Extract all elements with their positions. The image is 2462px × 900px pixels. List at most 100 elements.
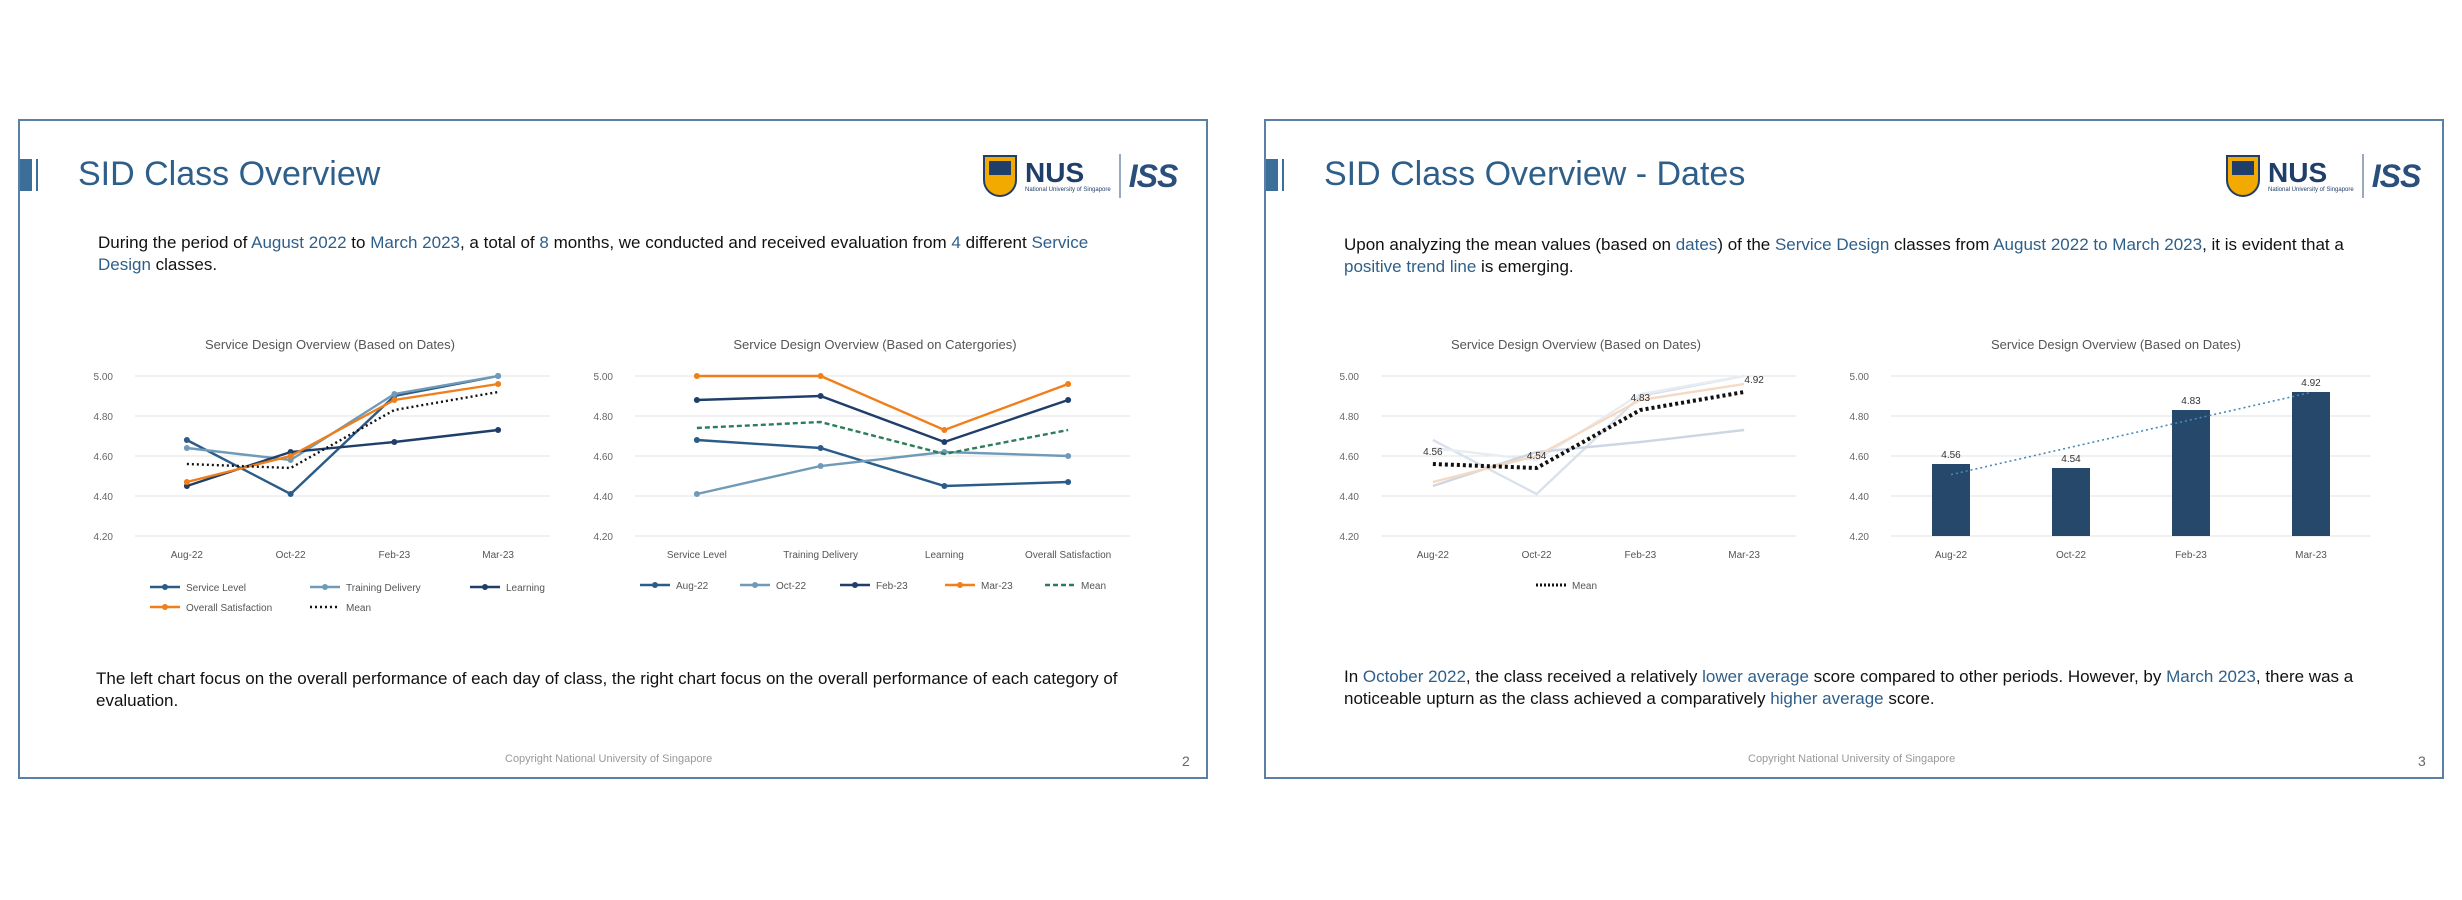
legend-marker [652,582,658,588]
y-tick-label: 5.00 [1340,372,1360,383]
x-tick-label: Oct-22 [2056,550,2086,561]
bar [1932,464,1970,536]
title-accent-bar [20,159,38,191]
series-line-feb-23 [696,394,1069,444]
nus-iss-logo: NUS National University of Singapore ISS [2226,151,2422,201]
data-point [693,491,700,497]
data-point [495,373,502,379]
data-label: 4.56 [1423,447,1443,458]
bar-value-label: 4.92 [2301,378,2321,389]
series-line-mar-23 [696,374,1069,432]
y-tick-label: 4.20 [1850,532,1870,543]
y-tick-label: 4.60 [594,452,614,463]
chart-title: Service Design Overview (Based on Dates) [205,337,455,352]
nus-logo-subtext: National University of Singapore [2268,187,2354,193]
legend-label: Overall Satisfaction [186,603,272,614]
y-tick-label: 4.80 [1340,412,1360,423]
legend-label: Mar-23 [981,581,1013,592]
intro-paragraph: During the period of August 2022 to Marc… [98,233,1089,274]
data-point [941,439,948,445]
data-point [391,439,398,445]
x-tick-label: Aug-22 [171,550,204,561]
legend-marker [482,584,488,590]
bar-value-label: 4.56 [1941,450,1961,461]
x-tick-label: Feb-23 [1625,550,1657,561]
data-point [1065,397,1072,403]
bottom-paragraph: The left chart focus on the overall perf… [96,669,1118,710]
y-tick-label: 5.00 [94,372,114,383]
legend-label: Training Delivery [346,583,421,594]
data-label: 4.92 [1744,375,1764,386]
series-line-mean [1432,390,1745,471]
chart-title: Service Design Overview (Based on Dates) [1991,337,2241,352]
y-tick-label: 4.40 [594,492,614,503]
legend-label: Aug-22 [676,581,709,592]
trendline [1950,391,2312,476]
data-point [495,427,502,433]
series-line-oct-22 [696,450,1069,496]
y-tick-label: 4.40 [1340,492,1360,503]
x-tick-label: Learning [925,550,964,561]
data-point [287,453,294,459]
slide-title: SID Class Overview [78,155,381,193]
nus-logo-text: NUS [2268,157,2328,188]
x-tick-label: Service Level [667,550,727,561]
series-line-mean [186,390,499,470]
slide-overview: SID Class Overview NUS National Universi… [18,119,1208,779]
data-point [693,397,700,403]
x-tick-label: Oct-22 [1522,550,1552,561]
series-line-overall-satisfaction [186,382,499,484]
y-tick-label: 4.80 [94,412,114,423]
x-tick-label: Training Delivery [783,550,858,561]
bar-value-label: 4.54 [2061,454,2081,465]
legend-marker [852,582,858,588]
x-tick-label: Mar-23 [2295,550,2327,561]
nus-iss-logo: NUS National University of Singapore ISS [983,151,1179,201]
data-point [817,463,824,469]
y-tick-label: 4.80 [1850,412,1870,423]
y-tick-label: 5.00 [594,372,614,383]
data-point [183,437,190,443]
y-tick-label: 4.20 [594,532,614,543]
legend-marker [957,582,963,588]
y-tick-label: 4.60 [94,452,114,463]
slide-overview-dates: SID Class Overview - Dates NUS National … [1264,119,2444,779]
iss-logo-text: ISS [1128,157,1179,194]
data-point [941,427,948,433]
series-line-overall-satisfaction [1432,382,1745,484]
legend-label: Mean [1081,581,1106,592]
title-accent-bar [1266,159,1284,191]
nus-crest-icon [2226,155,2260,197]
data-point [495,381,502,387]
legend-label: Feb-23 [876,581,908,592]
series-line-mean [696,420,1069,456]
legend-marker [322,584,328,590]
x-tick-label: Mar-23 [1728,550,1760,561]
x-tick-label: Mar-23 [482,550,514,561]
data-point [391,391,398,397]
bar [2052,468,2090,536]
data-point [391,397,398,403]
legend-label: Mean [346,603,371,614]
data-point [693,373,700,379]
data-point [941,483,948,489]
x-tick-label: Overall Satisfaction [1025,550,1111,561]
chart-dates-overview: Service Design Overview (Based on Dates)… [94,337,550,614]
legend-label: Oct-22 [776,581,806,592]
data-point [1065,381,1072,387]
y-tick-label: 4.20 [94,532,114,543]
nus-logo-text: NUS [1025,157,1085,188]
page-number: 2 [1182,753,1190,769]
logo-divider [2361,154,2364,198]
chart-categories-overview: Service Design Overview (Based on Caterg… [594,337,1130,592]
x-tick-label: Aug-22 [1417,550,1450,561]
data-point [817,445,824,451]
series-line-aug-22 [696,438,1069,488]
y-tick-label: 4.20 [1340,532,1360,543]
x-tick-label: Feb-23 [2175,550,2207,561]
y-tick-label: 4.60 [1850,452,1870,463]
legend-marker [162,604,168,610]
iss-logo-text: ISS [2371,157,2422,194]
bar [2292,392,2330,536]
bar-value-label: 4.83 [2181,396,2201,407]
